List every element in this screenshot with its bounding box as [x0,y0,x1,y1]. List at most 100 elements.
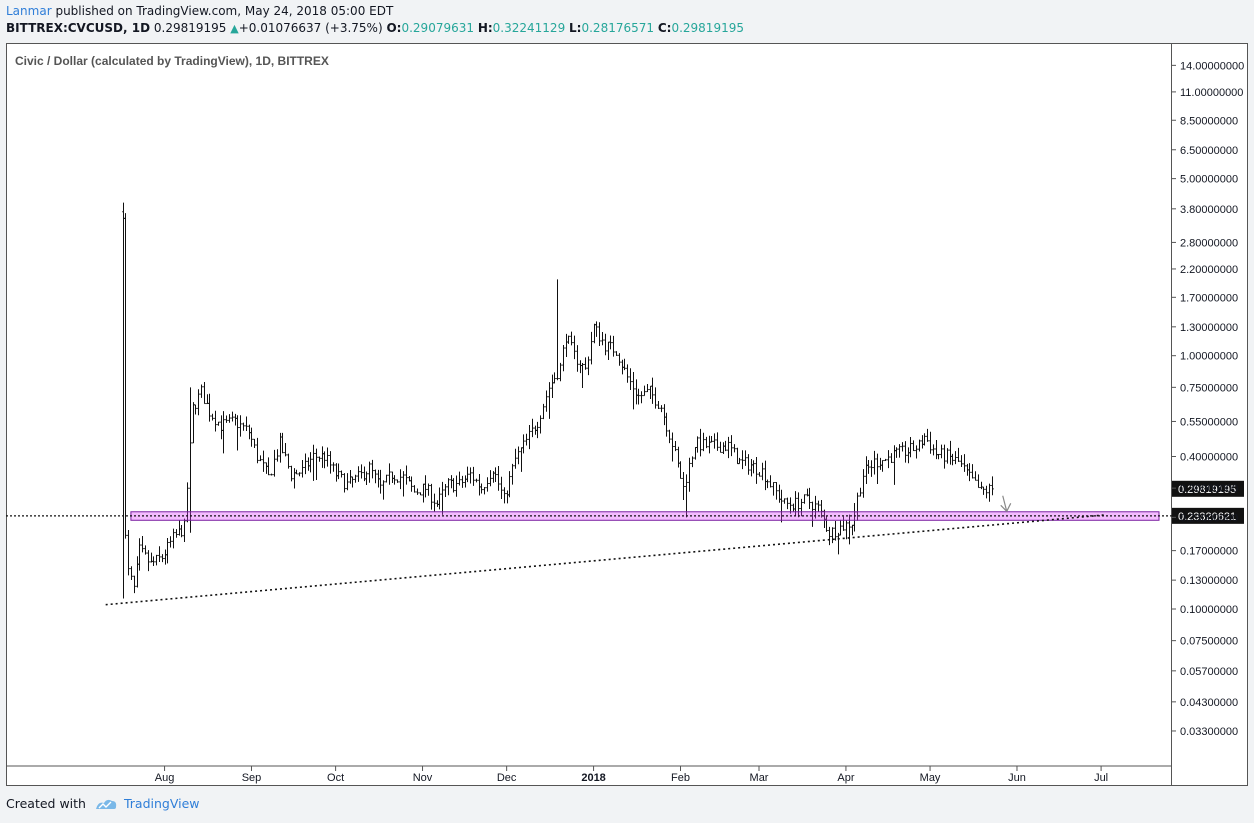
candle [265,462,268,474]
candle [761,462,764,481]
candle [323,451,326,469]
trendline[interactable] [105,514,1104,606]
candle [259,455,262,462]
y-tick-label: 11.00000000 [1180,87,1243,99]
candle [385,474,388,483]
price-axis[interactable] [1172,43,1248,786]
candle [831,527,834,544]
candle [663,404,666,426]
candle [410,476,413,492]
candle [183,518,186,542]
candle [374,469,377,484]
candle [940,444,943,459]
candle [450,475,453,489]
candle [256,437,259,464]
candle [612,335,615,357]
candle [340,470,343,478]
y-tick-label: 0.07500000 [1180,636,1238,648]
candle [985,485,988,499]
arrow-down-icon[interactable] [1000,495,1012,513]
candle [365,471,368,486]
candle [842,516,845,531]
last-price: 0.29819195 [153,21,227,35]
tradingview-brand-label: TradingView [123,796,200,811]
candle [335,463,338,482]
author-link[interactable]: Lanmar [6,4,52,18]
candle [601,331,604,346]
published-text: published on TradingView.com, May 24, 20… [55,4,394,18]
candle [206,394,209,405]
candle [789,497,792,514]
support-zone-rect[interactable] [130,511,1160,521]
y-tick-label: 0.03300000 [1180,726,1238,738]
candle [747,454,750,475]
candle [884,458,887,462]
candle [565,333,568,358]
chart-pane[interactable] [6,43,1172,786]
candle [960,455,963,468]
candle [250,427,253,447]
candle [357,466,360,482]
y-axis-ticks: 14.00000000 11.00000000 8.50000000 6.500000… [1172,60,1244,738]
candle [124,213,127,539]
candle [901,442,904,452]
candle [851,524,854,536]
candle [433,493,436,512]
candle [231,411,234,422]
candle [887,450,890,469]
line-price-label-text: 0.23320621 [1178,511,1236,523]
tradingview-logo-icon [95,799,117,809]
candle [430,483,433,510]
open-value: 0.29079631 [401,21,474,35]
candle [803,494,806,504]
tradingview-brand[interactable]: TradingView [94,796,200,811]
candle [559,362,562,382]
candle [242,422,245,431]
candle [935,439,938,460]
candle [660,405,663,413]
candle [478,474,481,496]
candle [556,279,559,381]
candle [287,453,290,469]
candle [551,374,554,398]
candle [472,466,475,486]
candle [539,415,542,434]
candle [879,457,882,470]
candle [208,393,211,422]
candle [158,546,161,562]
candle [719,441,722,453]
chart-title: Civic / Dollar (calculated by TradingVie… [15,54,329,68]
candle [792,503,795,512]
candle [396,479,399,483]
candle [817,500,820,512]
created-with-text: Created with [6,796,86,811]
candle [562,344,565,372]
candle [716,432,719,451]
candle [399,469,402,490]
y-tick-label: 0.30000000 [1180,483,1238,495]
candle [657,400,660,410]
y-tick-label: 0.10000000 [1180,604,1238,616]
candle [309,452,312,473]
candle [270,473,273,476]
candle [576,345,579,372]
candle [951,453,954,466]
candle [862,469,865,498]
x-tick-label: May [920,772,941,784]
candle [918,439,921,452]
candle [307,457,310,471]
candle [991,476,994,496]
candle [234,413,237,426]
candle [867,459,870,474]
candle [632,371,635,410]
candle [422,483,425,503]
candle [724,440,727,452]
candle [946,448,949,464]
y-tick-label: 0.05700000 [1180,666,1238,678]
candle [284,442,287,457]
x-tick-label: Apr [837,772,854,784]
candle [326,447,329,467]
candle [161,554,164,563]
candle [489,470,492,487]
